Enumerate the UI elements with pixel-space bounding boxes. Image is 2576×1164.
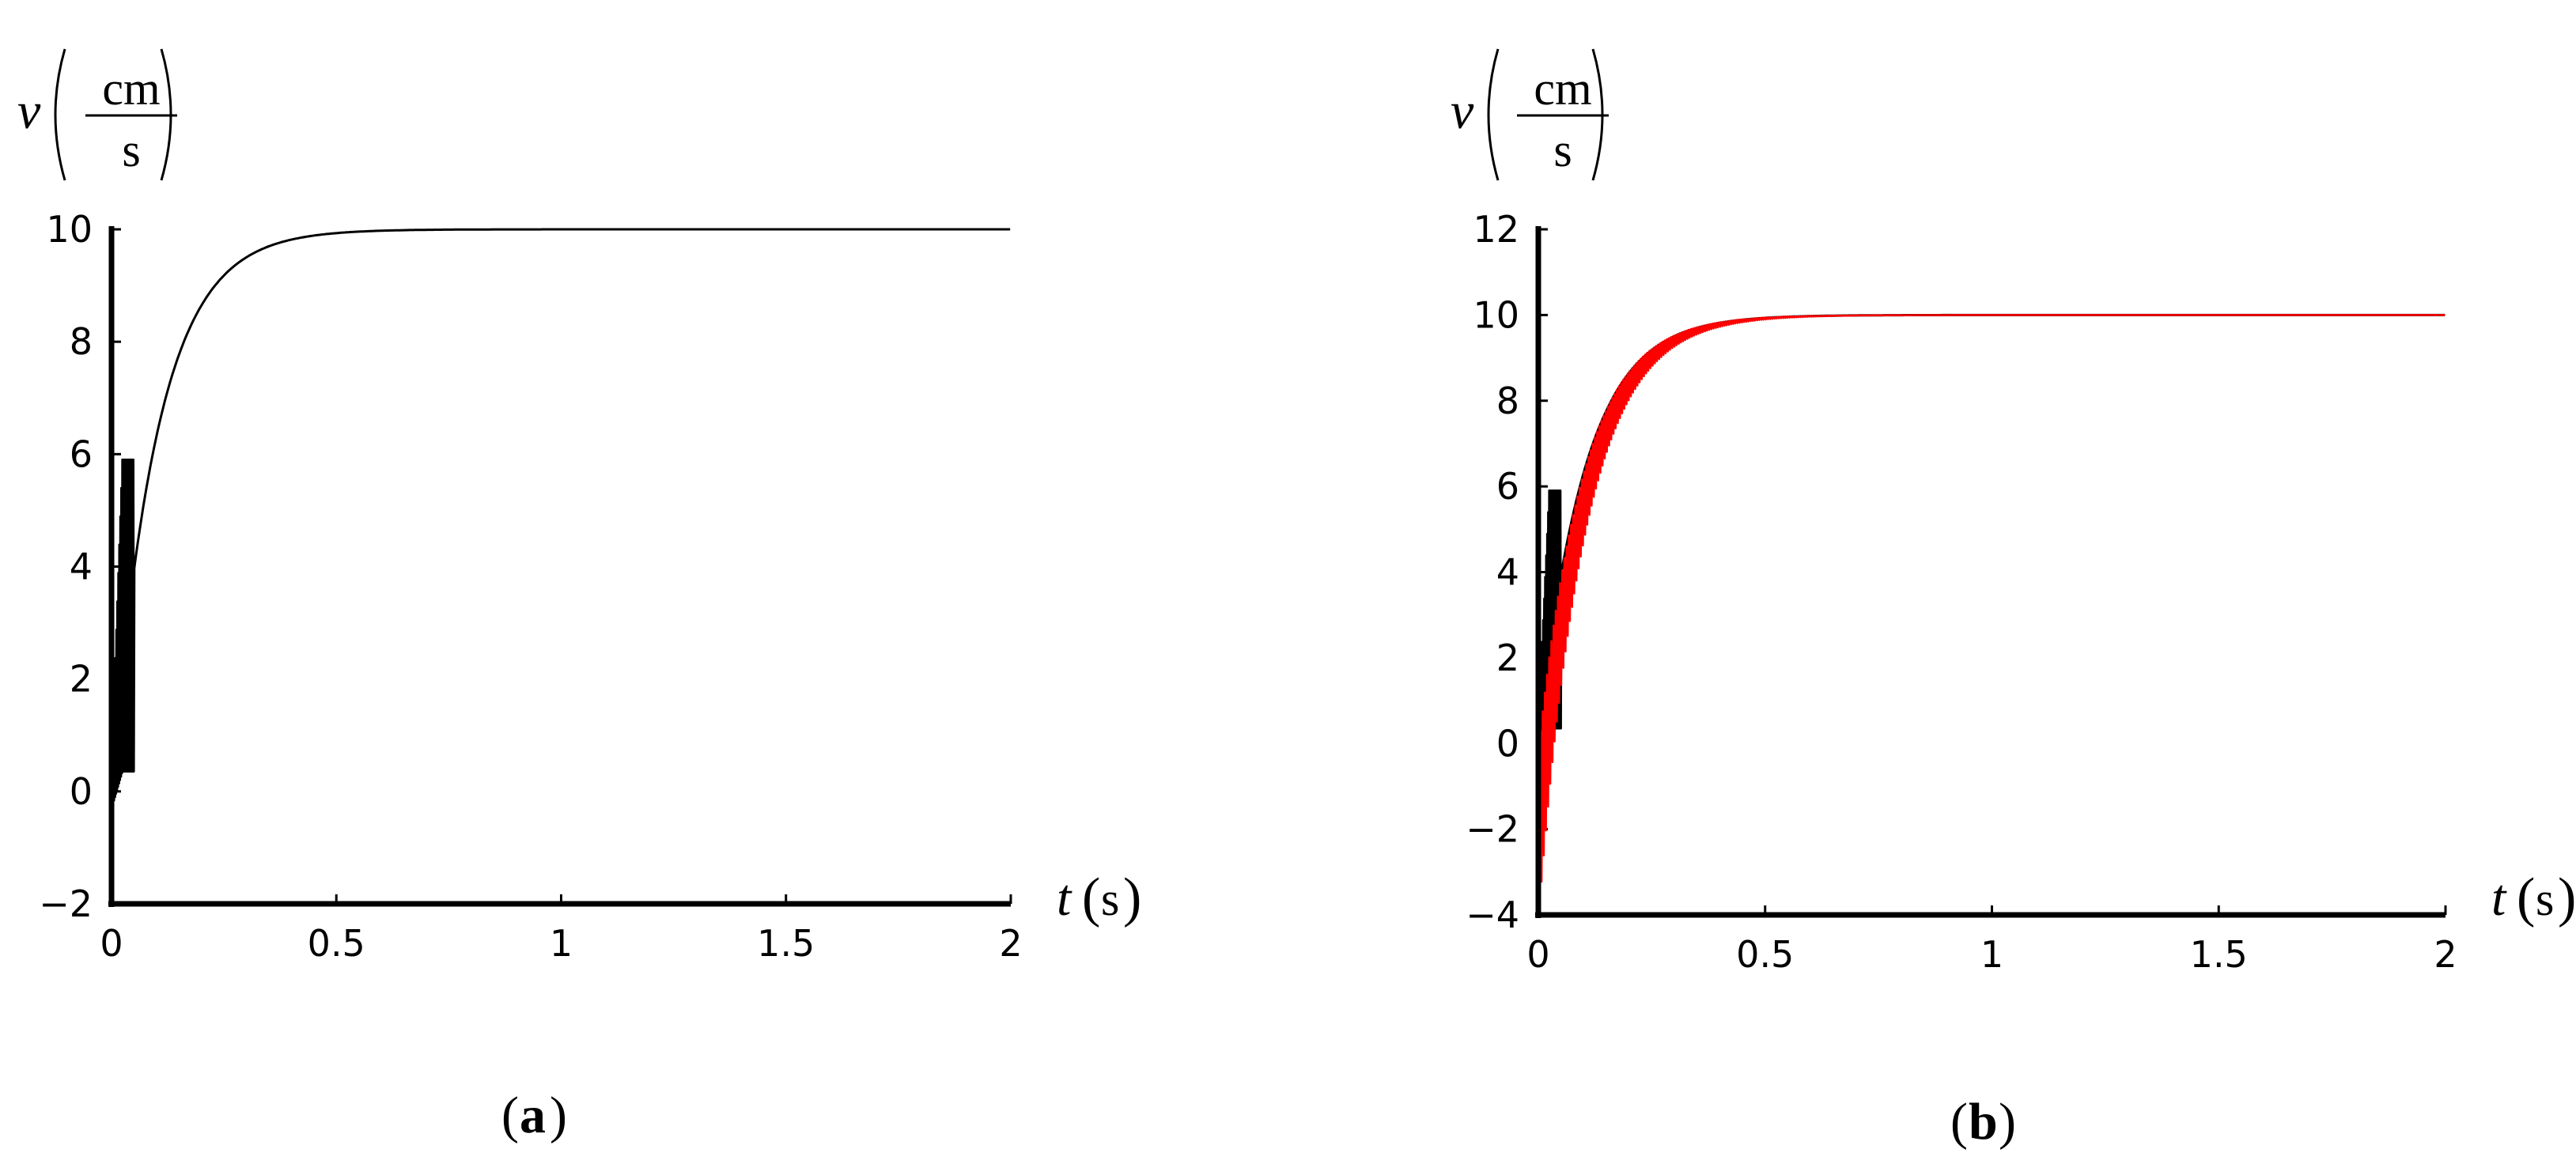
y-axis-unit-denominator: s [122,124,140,176]
x-tick-label: 1 [550,922,573,965]
x-tick-label: 2 [2434,933,2457,976]
series-line-1 [110,228,1011,900]
series-group [1537,313,2445,911]
x-tick-label: 1 [1980,933,2003,976]
panel-label-b: ( b ) [1950,1093,2016,1151]
series-line-1 [1537,313,2445,826]
y-tick-label: 10 [46,208,93,251]
x-tick-labels: 0 0.5 1 1.5 2 [1526,933,2457,976]
panel-label-letter: a [520,1087,546,1144]
y-axis-left-paren [1487,48,1500,181]
x-tick-label: 1.5 [757,922,815,965]
x-tick-label: 0 [100,922,123,965]
y-tick-label: 10 [1473,293,1519,336]
y-axis-title: v cm s [1451,48,1609,181]
y-axis-variable: v [17,82,41,140]
series-group [110,228,1011,900]
y-tick-label: 4 [70,546,93,588]
x-axis-variable: t [1057,869,1072,927]
panel-label-a: ( a ) [501,1087,567,1144]
y-axis-title: v cm s [17,48,177,181]
y-tick-label: 8 [1496,380,1519,422]
y-tick-label: 2 [70,658,93,701]
y-axis-right-paren [160,48,172,181]
tick-marks [110,228,1012,905]
y-tick-label: 2 [1496,637,1519,679]
y-tick-label: 6 [70,433,93,475]
x-tick-label: 0.5 [1736,933,1794,976]
y-tick-label: 4 [1496,551,1519,594]
panel-label-close-paren: ) [550,1087,567,1144]
x-axis-title: t ( s ) [2491,867,2576,928]
y-tick-label: 12 [1473,208,1519,251]
y-tick-label: 0 [70,770,93,813]
chart-panel-b: v cm s −4 −2 0 2 4 6 8 10 12 0 0.5 1 1.5 2 t ( s ) (… [1451,48,2576,1151]
tick-marks [1537,228,2447,916]
x-tick-label: 2 [999,922,1022,965]
y-tick-labels: −2 0 2 4 6 8 10 [39,208,93,925]
panel-label-letter: b [1969,1093,1998,1151]
y-tick-label: 8 [70,320,93,363]
panel-label-close-paren: ) [1999,1093,2016,1151]
y-axis-left-paren [54,48,66,181]
x-axis-left-paren: ( [1082,867,1100,928]
panel-label-open-paren: ( [501,1087,519,1144]
y-tick-labels: −4 −2 0 2 4 6 8 10 12 [1466,208,1519,936]
x-axis-unit: s [1101,873,1119,925]
x-tick-label: 1.5 [2190,933,2248,976]
y-tick-label: −2 [1466,808,1519,851]
y-axis-unit-numerator: cm [102,62,160,115]
y-tick-label: −2 [39,882,93,925]
y-tick-label: −4 [1466,894,1519,936]
y-axis-unit-numerator: cm [1534,62,1591,115]
y-tick-label: 6 [1496,465,1519,508]
x-axis-right-paren: ) [1123,867,1141,928]
x-axis-left-paren: ( [2517,867,2535,928]
y-axis-variable: v [1451,82,1474,140]
x-axis-right-paren: ) [2558,867,2576,928]
series-line-2 [1537,314,2445,911]
y-tick-label: 0 [1496,722,1519,765]
x-tick-label: 0 [1526,933,1549,976]
x-tick-label: 0.5 [308,922,365,965]
y-axis-unit-denominator: s [1553,124,1572,176]
x-axis-unit: s [2536,873,2554,925]
x-axis-variable: t [2491,869,2507,927]
x-tick-labels: 0 0.5 1 1.5 2 [100,922,1022,965]
y-axis-right-paren [1591,48,1604,181]
x-axis-title: t ( s ) [1057,867,1141,928]
panel-label-open-paren: ( [1950,1093,1968,1151]
